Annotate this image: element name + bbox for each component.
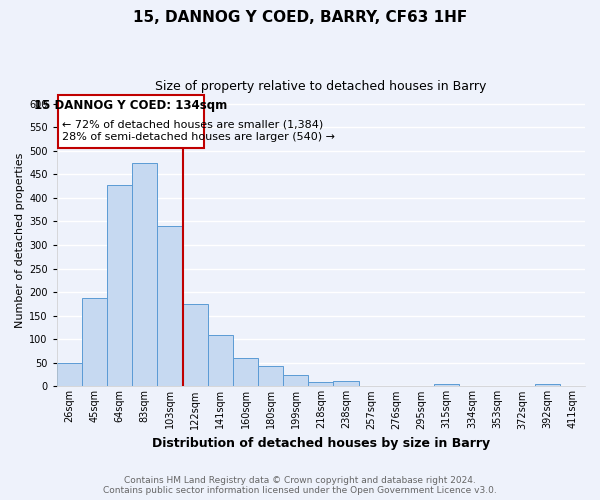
Bar [434, 384, 459, 386]
Bar [208, 336, 233, 386]
Bar [82, 298, 107, 386]
Bar [182, 304, 208, 386]
Bar [107, 184, 132, 386]
Bar [258, 366, 283, 386]
Bar [57, 363, 82, 386]
Y-axis label: Number of detached properties: Number of detached properties [15, 152, 25, 328]
Bar [535, 384, 560, 386]
Text: 15, DANNOG Y COED, BARRY, CF63 1HF: 15, DANNOG Y COED, BARRY, CF63 1HF [133, 10, 467, 25]
Bar [283, 374, 308, 386]
FancyBboxPatch shape [58, 95, 204, 148]
Bar [334, 380, 359, 386]
Bar [157, 226, 182, 386]
Bar [233, 358, 258, 386]
X-axis label: Distribution of detached houses by size in Barry: Distribution of detached houses by size … [152, 437, 490, 450]
Text: 28% of semi-detached houses are larger (540) →: 28% of semi-detached houses are larger (… [62, 132, 335, 142]
Text: Contains HM Land Registry data © Crown copyright and database right 2024.
Contai: Contains HM Land Registry data © Crown c… [103, 476, 497, 495]
Bar [308, 382, 334, 386]
Text: 15 DANNOG Y COED: 134sqm: 15 DANNOG Y COED: 134sqm [34, 99, 227, 112]
Bar [132, 162, 157, 386]
Title: Size of property relative to detached houses in Barry: Size of property relative to detached ho… [155, 80, 487, 93]
Text: ← 72% of detached houses are smaller (1,384): ← 72% of detached houses are smaller (1,… [62, 119, 323, 129]
